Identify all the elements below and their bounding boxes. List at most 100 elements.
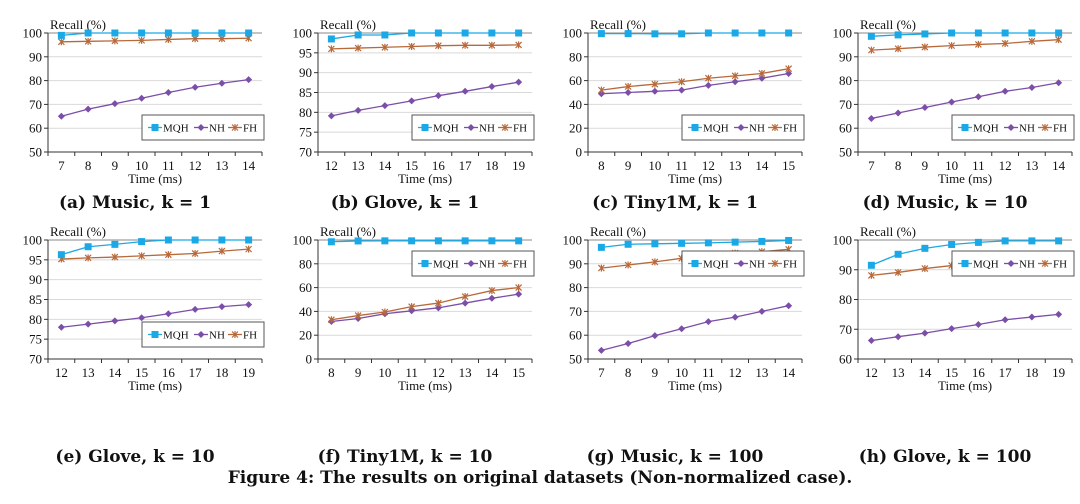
data-point-mqh xyxy=(597,243,605,251)
data-point-fh xyxy=(84,37,92,45)
data-point-mqh xyxy=(327,35,335,43)
legend: MQH NH FH xyxy=(951,114,1075,141)
data-point-fh xyxy=(381,43,389,51)
y-tick-label: 60 xyxy=(569,73,582,88)
legend-marker-nh xyxy=(737,124,745,131)
line-chart: 0 20 40 60 80 100 8 9 10 11 12 13 14 15 Recall (%) Time… xyxy=(563,17,805,186)
x-tick-label: 8 xyxy=(85,158,92,173)
legend-label: FH xyxy=(243,123,257,135)
subfigure-caption: (h) Glove, k = 100 xyxy=(858,447,1032,467)
legend-marker-fh xyxy=(231,331,239,338)
data-point-mqh xyxy=(948,240,956,248)
y-tick-label: 70 xyxy=(29,97,42,112)
data-point-nh xyxy=(948,325,956,333)
data-point-nh xyxy=(218,303,226,311)
data-point-nh xyxy=(1001,87,1009,95)
data-point-fh xyxy=(354,44,362,52)
y-tick-label: 90 xyxy=(569,256,582,271)
subfigure-caption: (f) Tiny1M, k = 10 xyxy=(317,447,493,467)
series-line-mqh xyxy=(871,240,1059,266)
series-nh xyxy=(57,301,253,331)
data-point-nh xyxy=(921,103,929,111)
data-point-mqh xyxy=(704,239,712,247)
data-point-nh xyxy=(731,313,739,321)
x-tick-label: 19 xyxy=(1052,365,1065,380)
chart-panel-c: 0 20 40 60 80 100 8 9 10 11 12 13 14 15 Recall (%) Time… xyxy=(540,0,810,225)
x-tick-label: 15 xyxy=(782,158,795,173)
series-line-mqh xyxy=(871,32,1059,37)
x-tick-label: 13 xyxy=(459,365,472,380)
legend-label: NH xyxy=(749,123,765,135)
series-line-fh xyxy=(61,37,249,43)
legend-label: NH xyxy=(209,330,225,342)
x-tick-label: 15 xyxy=(512,365,525,380)
data-point-mqh xyxy=(597,30,605,38)
y-tick-label: 85 xyxy=(299,85,312,100)
legend-label: NH xyxy=(479,259,495,271)
data-point-fh xyxy=(111,37,119,45)
x-tick-label: 9 xyxy=(112,158,119,173)
legend-item-mqh: MQH xyxy=(418,259,459,271)
data-point-fh xyxy=(597,264,605,272)
series-mqh xyxy=(867,237,1063,269)
series-fh xyxy=(327,284,523,324)
chart-panel-g: 50 60 70 80 90 100 7 8 9 10 11 12 13 14 Recall (%) Time… xyxy=(540,225,810,467)
y-tick-label: 40 xyxy=(299,304,312,319)
data-point-nh xyxy=(515,290,523,298)
data-point-mqh xyxy=(408,29,416,37)
legend-item-fh: FH xyxy=(228,330,257,342)
subfigure-caption: (d) Music, k = 10 xyxy=(862,193,1028,213)
data-point-mqh xyxy=(678,239,686,247)
x-tick-label: 11 xyxy=(405,365,418,380)
legend-item-nh: NH xyxy=(734,259,765,271)
series-fh xyxy=(57,245,253,263)
y-tick-label: 50 xyxy=(839,145,852,160)
data-point-fh xyxy=(461,293,469,301)
legend-marker-nh xyxy=(197,331,205,338)
data-point-nh xyxy=(704,81,712,89)
y-tick-label: 70 xyxy=(839,322,852,337)
y-tick-label: 75 xyxy=(29,332,42,347)
data-point-fh xyxy=(408,303,416,311)
series-line-mqh xyxy=(331,32,519,40)
legend-label: NH xyxy=(749,259,765,271)
y-tick-label: 90 xyxy=(839,262,852,277)
data-point-nh xyxy=(461,87,469,95)
data-point-fh xyxy=(1055,36,1063,44)
series-nh xyxy=(57,76,253,120)
data-point-fh xyxy=(894,45,902,53)
x-axis-label: Time (ms) xyxy=(938,378,992,393)
data-point-mqh xyxy=(894,250,902,258)
legend-item-nh: NH xyxy=(1004,259,1035,271)
legend-item-nh: NH xyxy=(194,330,225,342)
x-tick-label: 11 xyxy=(162,158,175,173)
data-point-fh xyxy=(624,83,632,91)
data-point-nh xyxy=(624,89,632,96)
series-line-nh xyxy=(601,305,789,352)
x-tick-label: 16 xyxy=(432,158,446,173)
data-point-fh xyxy=(1028,37,1036,45)
legend-item-mqh: MQH xyxy=(688,259,729,271)
series-line-nh xyxy=(331,81,519,117)
data-point-nh xyxy=(948,98,956,106)
y-tick-label: 80 xyxy=(839,292,852,307)
legend-item-mqh: MQH xyxy=(418,123,459,135)
y-axis-label: Recall (%) xyxy=(50,225,106,239)
line-chart: 60 70 80 90 100 12 13 14 15 16 17 18 19 Recall (%) Tim… xyxy=(833,225,1075,393)
legend-label: MQH xyxy=(163,330,189,342)
line-chart: 70 75 80 85 90 95 100 12 13 14 15 16 17 18 19 Recall (%… xyxy=(293,17,535,186)
data-point-mqh xyxy=(1001,29,1009,37)
legend-marker-nh xyxy=(197,124,205,131)
legend-item-nh: NH xyxy=(734,123,765,135)
data-point-mqh xyxy=(731,238,739,246)
x-tick-label: 14 xyxy=(782,365,796,380)
data-point-mqh xyxy=(434,29,442,37)
x-tick-label: 15 xyxy=(135,365,148,380)
legend-item-mqh: MQH xyxy=(148,123,189,135)
data-point-mqh xyxy=(974,238,982,246)
subfigure-caption: (c) Tiny1M, k = 1 xyxy=(592,193,758,213)
data-point-nh xyxy=(867,337,875,345)
data-point-nh xyxy=(704,318,712,326)
data-point-nh xyxy=(164,89,172,96)
x-tick-label: 12 xyxy=(999,158,1012,173)
